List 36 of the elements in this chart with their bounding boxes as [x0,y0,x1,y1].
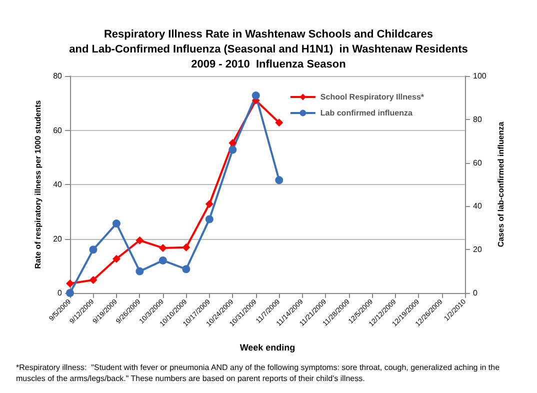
point [158,256,167,264]
point [182,265,190,274]
point [205,215,214,224]
point [158,244,167,252]
point [275,118,284,127]
point [112,254,120,263]
point [89,246,98,254]
point [66,280,74,288]
point [182,243,190,252]
y2-tick-label: 60 [473,158,482,168]
y-tick-label: 0 [58,288,63,298]
y-tick-label: 60 [53,126,63,135]
point [228,139,237,147]
text: *Respiratory illness: "Student with fever or pneumonia AND any of the following symptoms: sore throat, cough, generalized aching in the muscles of the arms/legs/back." These numbers are based on parent reports of their child's illness. [16,363,502,383]
y2-tick-label: 20 [473,245,482,254]
y2-axis-title: Cases of lab-confirmed influenza [496,121,506,248]
y2-tick-label: 100 [473,72,487,80]
y2-tick-label: 40 [473,202,482,211]
y2-tick-label: 0 [473,288,478,298]
y2-tick-label: 80 [473,114,482,124]
y-tick-label: 40 [53,180,63,189]
point [252,92,260,100]
point [136,267,144,276]
y-axis-title: Rate of respiratory illness per 1000 students [34,100,43,269]
legend-label: School Respiratory Illness* [320,92,425,102]
legend-label: Lab confirmed influenza [320,108,413,118]
point [112,220,120,228]
y-tick-label: 80 [53,72,63,80]
chart-title: Respiratory Illness Rate in Washtenaw Schools and Childcares and Lab-Confirmed Influenza (Seasonal and H1N1) in Washtenaw Residents 2009 - 2010 Influenza Season [69,28,468,70]
point [228,146,237,154]
y-tick-label: 20 [53,234,63,244]
point [275,176,284,184]
point [205,200,214,208]
point [136,236,144,244]
x-axis-title: Week ending [240,342,296,352]
point [89,276,98,284]
